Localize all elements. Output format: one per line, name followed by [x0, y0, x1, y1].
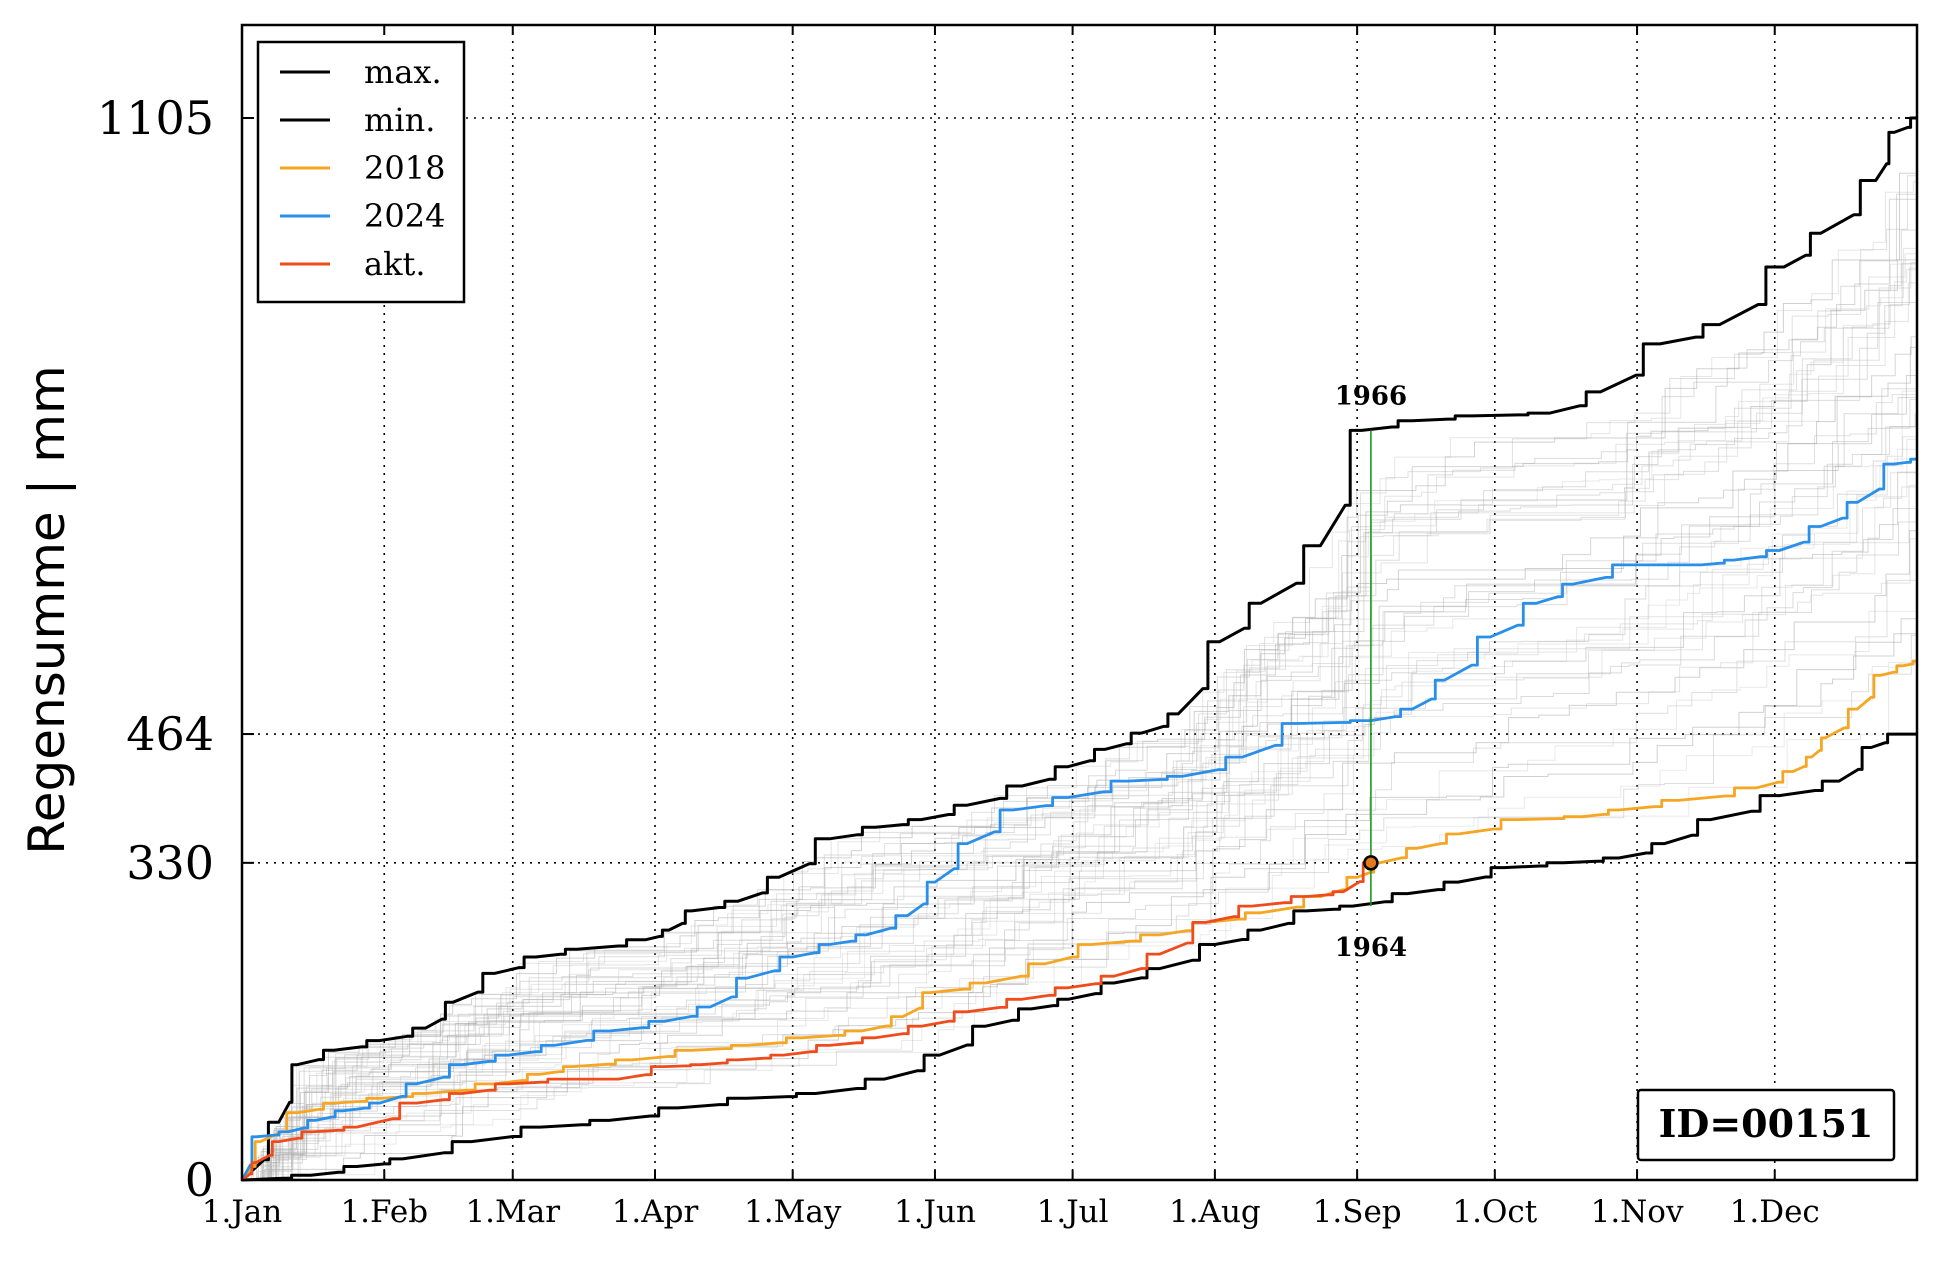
background-year-line	[242, 226, 1918, 1181]
background-year-line	[242, 268, 1918, 1181]
background-year-line	[242, 172, 1917, 1181]
background-year-line	[242, 260, 1918, 1181]
current-value-marker	[1363, 855, 1379, 871]
background-year-line	[242, 225, 1918, 1181]
legend: max. min. 2018 2024 akt.	[256, 40, 466, 304]
background-year-line	[242, 434, 1917, 1181]
background-year-line	[242, 229, 1917, 1181]
grid	[241, 25, 1917, 1181]
x-tick-label: 1.May	[744, 1194, 842, 1230]
series-line-akt	[241, 861, 1371, 1182]
x-tick-label: 1.Oct	[1452, 1194, 1537, 1230]
background-year-line	[242, 504, 1918, 1181]
series-line-max	[240, 116, 1917, 1182]
annotation-max-year: 1966	[1335, 381, 1407, 411]
series-line-min	[241, 732, 1917, 1182]
x-tick-label: 1.Sep	[1313, 1194, 1402, 1230]
background-year-line	[242, 336, 1917, 1181]
background-year-line	[242, 571, 1918, 1181]
background-year-line	[242, 374, 1918, 1181]
x-tick-label: 1.Apr	[612, 1194, 699, 1230]
background-year-line	[242, 263, 1917, 1181]
background-year-line	[242, 271, 1918, 1181]
background-year-lines	[242, 172, 1918, 1181]
background-year-line	[242, 375, 1917, 1181]
background-year-line	[242, 175, 1917, 1181]
background-year-line	[242, 336, 1918, 1181]
background-year-line	[242, 179, 1918, 1181]
y-tick-label: 1105	[97, 91, 214, 145]
background-year-line	[242, 413, 1917, 1181]
background-year-line	[242, 436, 1917, 1181]
background-year-line	[242, 440, 1918, 1181]
background-year-line	[242, 193, 1917, 1181]
x-tick-label: 1.Jun	[894, 1194, 976, 1230]
background-year-line	[242, 247, 1917, 1181]
legend-label: 2024	[364, 197, 445, 235]
background-year-line	[242, 471, 1918, 1181]
series-line-2024	[240, 457, 1917, 1181]
y-tick-label: 0	[185, 1153, 214, 1207]
y-axis-label: Regensumme | mm	[18, 365, 76, 854]
y-tick-label: 330	[126, 836, 214, 890]
background-year-line	[242, 438, 1918, 1181]
x-tick-label: 1.Jul	[1037, 1194, 1109, 1230]
y-tick-label: 464	[126, 707, 214, 761]
x-tick-label: 1.Mar	[465, 1194, 560, 1230]
background-year-line	[242, 374, 1918, 1181]
background-year-line	[242, 538, 1917, 1181]
id-label: ID=00151	[1659, 1101, 1874, 1146]
plot-frame	[240, 23, 1919, 1182]
background-year-line	[242, 410, 1918, 1181]
x-tick-label: 1.Nov	[1591, 1194, 1684, 1230]
background-year-line	[242, 214, 1918, 1181]
background-year-line	[242, 262, 1917, 1181]
series-lines	[240, 116, 1917, 1182]
background-year-line	[242, 530, 1917, 1181]
background-year-line	[242, 438, 1918, 1181]
current-marker-group: 1966 1964	[1335, 381, 1407, 963]
station-id-box: ID=00151	[1636, 1088, 1896, 1162]
background-year-line	[242, 354, 1918, 1181]
legend-label: 2018	[364, 149, 445, 187]
background-year-line	[242, 579, 1917, 1181]
background-year-line	[242, 269, 1917, 1181]
background-year-line	[242, 388, 1917, 1181]
x-tick-label: 1.Dec	[1730, 1194, 1820, 1230]
axis-ticks: 1.Jan 1.Feb 1.Mar 1.Apr 1.May 1.Jun 1.Jul 1.Aug…	[97, 25, 1917, 1230]
background-year-line	[242, 181, 1917, 1181]
background-year-line	[242, 633, 1917, 1181]
background-year-line	[242, 634, 1917, 1181]
x-tick-label: 1.Jan	[202, 1194, 282, 1230]
x-tick-label: 1.Aug	[1169, 1194, 1261, 1230]
x-tick-label: 1.Feb	[340, 1194, 428, 1230]
legend-label: min.	[364, 101, 435, 139]
series-line-2018	[240, 659, 1917, 1181]
legend-label: max.	[364, 53, 442, 91]
legend-label: akt.	[364, 245, 426, 283]
legend-box	[256, 40, 466, 304]
annotation-min-year: 1964	[1335, 933, 1407, 963]
id-box-frame	[1636, 1088, 1896, 1162]
